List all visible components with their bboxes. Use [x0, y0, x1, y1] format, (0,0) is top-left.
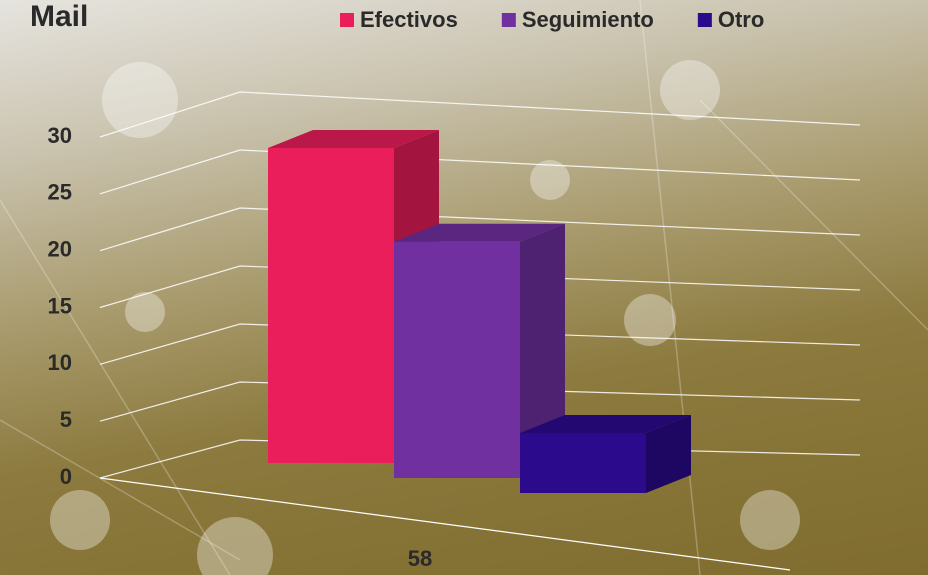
floor-edge [99, 477, 791, 571]
chart-title: Mail [30, 0, 88, 33]
bar-top [520, 415, 691, 433]
legend-swatch [340, 13, 354, 27]
y-tick-label: 20 [48, 236, 72, 261]
bar-side [646, 415, 691, 493]
bar-side [520, 223, 565, 478]
legend-label: Efectivos [360, 7, 458, 32]
y-tick-label: 0 [60, 464, 72, 489]
y-tick-label: 30 [48, 123, 72, 148]
y-tick-label: 25 [48, 180, 72, 205]
grid-line [99, 91, 861, 138]
grid-line [99, 381, 861, 422]
bar [520, 433, 646, 493]
grid-line [99, 149, 861, 195]
legend-label: Otro [718, 7, 764, 32]
legend-swatch [501, 13, 516, 27]
x-tick-label: 58 [408, 546, 432, 571]
legend-label: Seguimiento [522, 7, 654, 32]
y-tick-label: 5 [60, 407, 72, 432]
grid-line [99, 265, 861, 309]
bar-top [394, 223, 565, 242]
bar [268, 148, 394, 463]
decoration [50, 60, 800, 575]
grid-line [99, 323, 861, 365]
legend-swatch [697, 13, 712, 27]
y-tick-label: 15 [48, 293, 72, 318]
y-tick-label: 10 [48, 350, 72, 375]
bar [394, 241, 520, 478]
bar-top [268, 130, 439, 148]
grid-line [99, 207, 861, 252]
